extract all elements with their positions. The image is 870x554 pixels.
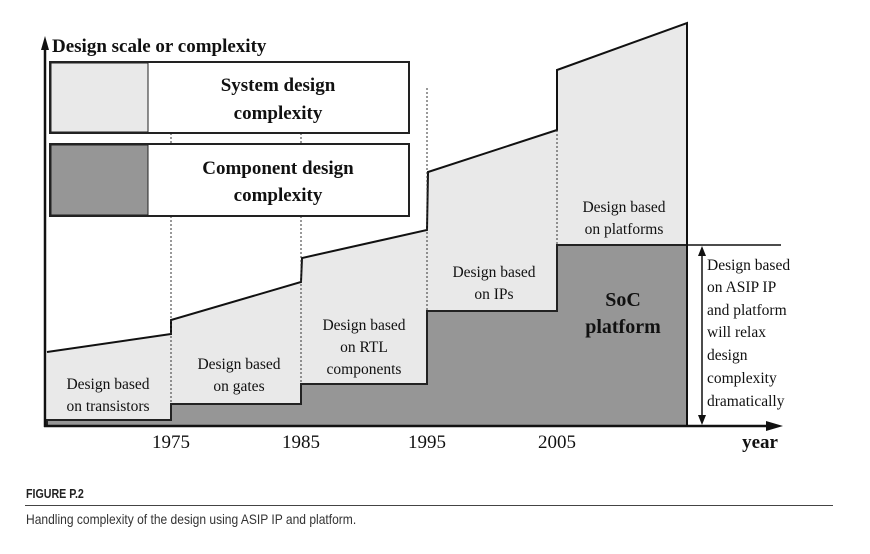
era-rtl-1: Design based — [322, 317, 405, 334]
soc-label-1: SoC — [605, 289, 641, 311]
era-gates-2: on gates — [213, 378, 264, 395]
side-note-line-1: Design based — [707, 257, 790, 274]
y-axis-label: Design scale or complexity — [52, 36, 267, 57]
caption-divider — [25, 505, 833, 506]
era-platforms-1: Design based — [582, 199, 665, 216]
era-transistors-2: on transistors — [66, 398, 149, 415]
era-ips-1: Design based — [452, 264, 535, 281]
figure-title: FIGURE P.2 — [26, 486, 84, 501]
era-ips-2: on IPs — [474, 286, 513, 303]
side-note-line-2: on ASIP IP — [707, 279, 776, 296]
legend-swatch-component — [50, 144, 149, 216]
soc-label-2: platform — [585, 316, 661, 338]
x-axis-arrow-icon — [766, 421, 783, 431]
relax-arrow-up-icon — [698, 246, 706, 256]
era-platforms-2: on platforms — [585, 221, 664, 238]
x-tick-1975: 1975 — [152, 432, 190, 453]
era-transistors-1: Design based — [66, 376, 149, 393]
legend-component: Component design complexity — [49, 143, 410, 217]
legend-label-component-2: complexity — [234, 185, 323, 206]
era-rtl-3: components — [327, 361, 402, 378]
side-note-line-6: complexity — [707, 370, 777, 387]
relax-arrow-down-icon — [698, 415, 706, 425]
y-axis-arrow-icon — [41, 36, 49, 50]
x-axis-label: year — [742, 432, 778, 453]
side-note-line-3: and platform — [707, 302, 787, 319]
side-note-line-7: dramatically — [707, 393, 785, 410]
complexity-diagram: Design scale or complexity System design… — [41, 21, 790, 453]
side-note-line-5: design — [707, 347, 748, 364]
legend-label-component-1: Component design — [202, 158, 354, 179]
legend-label-system-1: System design — [221, 75, 336, 96]
side-note-line-4: will relax — [707, 324, 766, 341]
era-rtl-2: on RTL — [340, 339, 388, 356]
x-tick-1985: 1985 — [282, 432, 320, 453]
legend-system: System design complexity — [49, 61, 410, 134]
legend-swatch-system — [50, 62, 149, 133]
legend-label-system-2: complexity — [234, 103, 323, 124]
x-tick-2005: 2005 — [538, 432, 576, 453]
era-dividers — [170, 88, 558, 404]
figure-caption: Handling complexity of the design using … — [26, 511, 357, 527]
era-gates-1: Design based — [197, 356, 280, 373]
x-tick-1995: 1995 — [408, 432, 446, 453]
